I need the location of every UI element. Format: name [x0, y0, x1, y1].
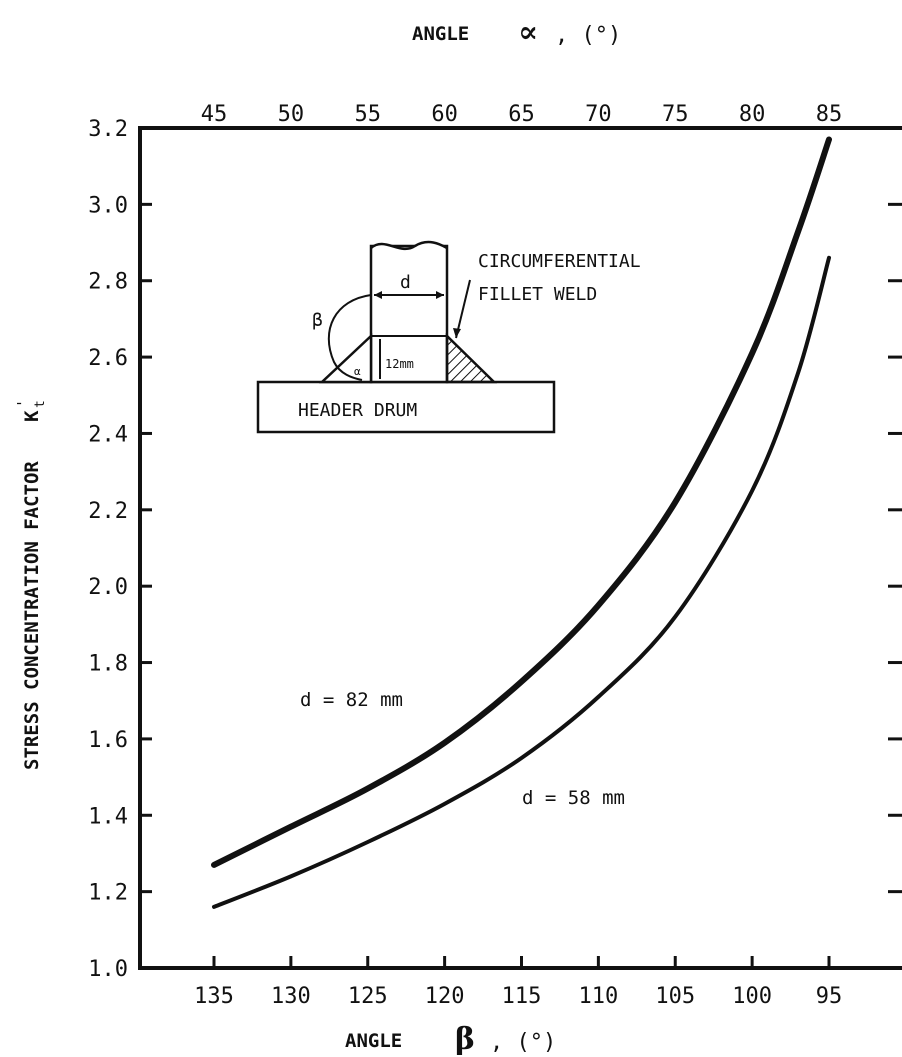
y-tick-label: 2.0	[88, 575, 128, 600]
y-axis-symbol-sup: '	[14, 399, 32, 408]
y-axis-title: STRESS CONCENTRATION FACTOR	[21, 461, 43, 770]
weld-label-line2: FILLET WELD	[478, 284, 597, 305]
top-tick-label: 45	[201, 102, 228, 127]
weld-leader-arrow	[453, 328, 461, 338]
x-tick-label: 125	[348, 984, 388, 1009]
x-tick-label: 110	[579, 984, 619, 1009]
y-axis-symbol-sub: t	[33, 400, 48, 408]
y-tick-label: 2.6	[88, 346, 128, 371]
y-axis-symbol: K	[21, 410, 43, 422]
header-drum-label: HEADER DRUM	[298, 400, 417, 421]
top-tick-label: 50	[278, 102, 305, 127]
y-tick-label: 2.8	[88, 270, 128, 295]
top-axis-unit: , (°)	[555, 23, 621, 48]
d-arrow-right	[436, 291, 444, 299]
y-tick-label: 3.2	[88, 117, 128, 142]
d-arrow-left	[374, 291, 382, 299]
bottom-axis-symbol: β	[455, 1022, 475, 1057]
top-tick-label: 65	[508, 102, 535, 127]
x-tick-label: 100	[732, 984, 772, 1009]
series-line-d58	[212, 255, 831, 909]
y-tick-label: 1.8	[88, 652, 128, 677]
series-line-d82	[211, 136, 832, 868]
top-tick-label: 60	[431, 102, 458, 127]
weld-sketch: HEADER DRUM d β α 12mm CIRCUMFERENTIAL F…	[256, 240, 641, 434]
y-tick-label: 1.2	[88, 881, 128, 906]
top-axis-title: ANGLE	[412, 23, 469, 45]
d-dimension-label: d	[400, 272, 411, 293]
y-tick-label: 2.2	[88, 499, 128, 524]
y-tick-label: 1.0	[88, 957, 128, 982]
weld-leader-line	[455, 279, 471, 339]
series-label-d82: d = 82 mm	[300, 689, 403, 711]
top-tick-label: 85	[816, 102, 843, 127]
y-tick-label: 2.4	[88, 422, 128, 447]
x-tick-label: 135	[194, 984, 234, 1009]
height-label: 12mm	[385, 357, 414, 371]
beta-arc	[327, 294, 372, 381]
bottom-axis-title: ANGLE	[345, 1030, 402, 1052]
pipe-break-line	[370, 240, 448, 251]
x-tick-label: 115	[502, 984, 542, 1009]
top-tick-label: 70	[585, 102, 612, 127]
left-weld	[318, 333, 373, 384]
x-tick-label: 105	[655, 984, 695, 1009]
top-tick-label: 55	[355, 102, 382, 127]
y-tick-label: 1.6	[88, 728, 128, 753]
x-tick-label: 120	[425, 984, 465, 1009]
x-tick-label: 130	[271, 984, 311, 1009]
weld-label-line1: CIRCUMFERENTIAL	[478, 251, 641, 272]
series-label-d58: d = 58 mm	[522, 787, 625, 809]
y-tick-label: 1.4	[88, 804, 128, 829]
top-tick-label: 80	[739, 102, 766, 127]
header-drum-rect	[256, 380, 556, 434]
beta-label: β	[312, 310, 323, 331]
alpha-label: α	[354, 365, 361, 378]
right-weld	[445, 333, 498, 384]
y-tick-label: 3.0	[88, 193, 128, 218]
x-tick-label: 95	[816, 984, 843, 1009]
nozzle-pipe	[369, 244, 449, 384]
top-axis-symbol: ∝	[518, 15, 538, 50]
top-tick-label: 75	[662, 102, 689, 127]
bottom-axis-unit: , (°)	[490, 1030, 556, 1055]
